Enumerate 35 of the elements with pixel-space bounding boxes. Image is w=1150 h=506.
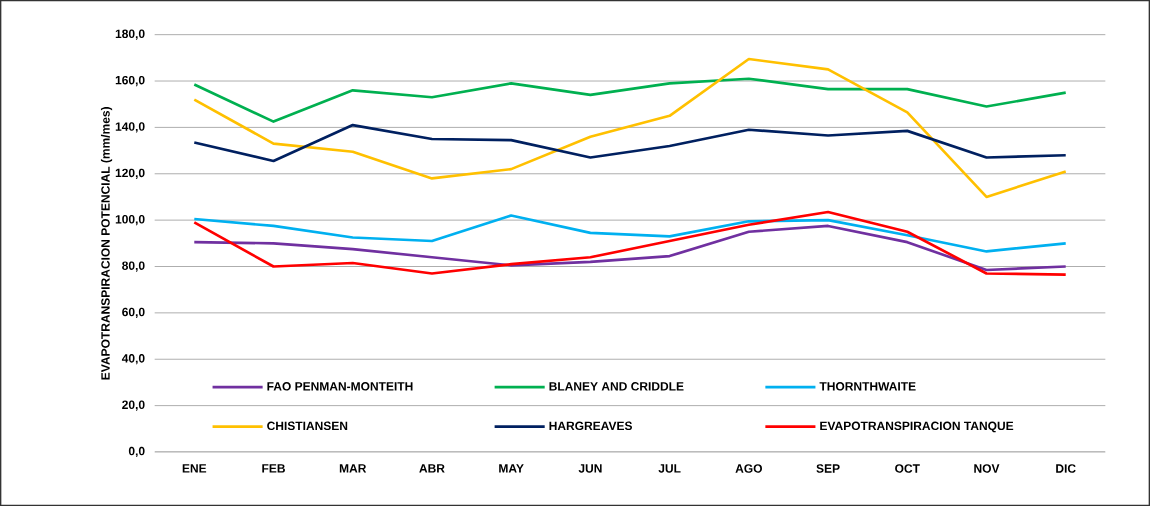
legend-label: EVAPOTRANSPIRACION TANQUE — [820, 421, 1014, 433]
x-tick-label: SEP — [816, 464, 840, 473]
y-tick-label: 160,0 — [115, 75, 145, 87]
y-tick-label: 20,0 — [122, 400, 145, 411]
y-tick-label: 100,0 — [115, 215, 145, 226]
legend-label: HARGREAVES — [549, 421, 632, 431]
x-tick-label: MAR — [339, 464, 367, 473]
line-series — [192, 224, 1068, 272]
legend-label: BLANEY AND CRIDDLE — [549, 382, 684, 391]
line-series — [192, 214, 1068, 253]
line-series — [192, 123, 1068, 163]
legend-label: FAO PENMAN-MONTEITH — [267, 382, 413, 391]
y-tick-label: 80,0 — [122, 261, 145, 272]
x-tick-label: JUL — [658, 464, 681, 473]
x-tick-label: OCT — [895, 464, 920, 473]
y-tick-label: 120,0 — [115, 168, 145, 179]
y-tick-label: 140,0 — [115, 122, 145, 133]
x-tick-label: AGO — [735, 464, 762, 473]
legend-label: CHISTIANSEN — [267, 421, 348, 431]
y-tick-label: 60,0 — [122, 307, 145, 318]
x-tick-label: NOV — [974, 464, 1000, 473]
y-tick-label: 180,0 — [115, 29, 145, 40]
line-series — [192, 57, 1068, 199]
x-tick-label: ENE — [182, 464, 207, 473]
x-tick-label: FEB — [262, 464, 285, 473]
y-axis-title: EVAPOTRANSPIRACION POTENCIAL (mm/mes) — [100, 107, 113, 380]
legend-label: THORNTHWAITE — [819, 382, 916, 391]
x-tick-label: JUN — [578, 464, 602, 473]
y-tick-label: 0,0 — [128, 446, 145, 458]
line-series — [192, 210, 1068, 276]
x-tick-label: MAY — [499, 464, 524, 473]
x-tick-label: ABR — [419, 464, 445, 473]
y-tick-label: 40,0 — [121, 354, 145, 365]
x-tick-label: DIC — [1056, 464, 1076, 473]
line-series — [192, 77, 1068, 123]
